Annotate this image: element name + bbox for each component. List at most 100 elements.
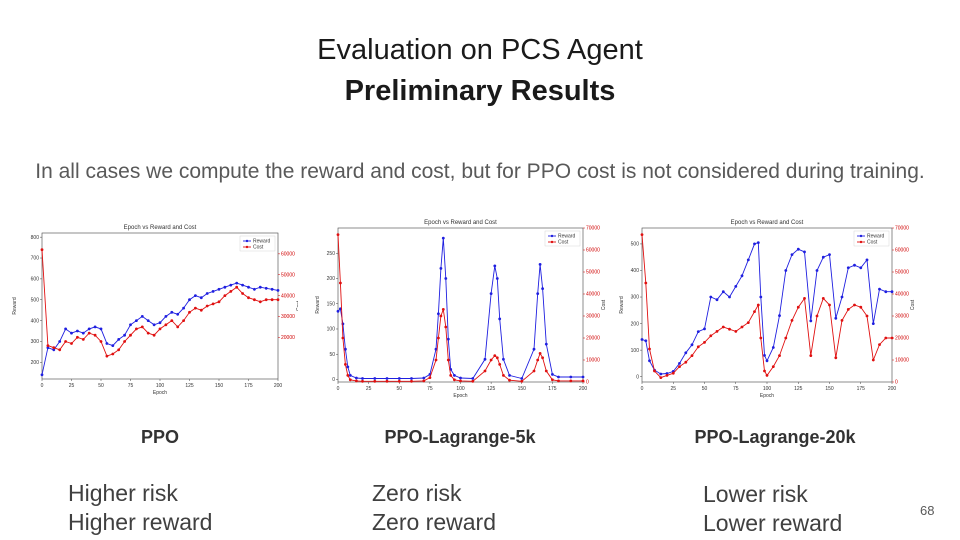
data-point-cost: [58, 348, 62, 352]
data-point-cost: [834, 356, 838, 360]
data-point-cost: [765, 374, 769, 377]
data-point-reward: [58, 340, 62, 343]
data-point-reward: [194, 294, 197, 297]
data-point-reward: [763, 354, 766, 357]
data-point-cost: [87, 331, 91, 335]
y-tick-label: 50: [329, 352, 335, 358]
data-point-cost: [753, 310, 756, 313]
data-point-reward: [46, 346, 50, 350]
data-point-reward: [551, 373, 554, 376]
y-tick-label: 200: [327, 276, 336, 282]
data-point-cost: [76, 335, 79, 339]
data-point-cost: [211, 302, 215, 306]
data-point-reward: [803, 250, 806, 254]
y2-tick-label: 60000: [281, 252, 295, 258]
data-point-cost: [170, 319, 174, 322]
data-point-reward: [76, 329, 79, 333]
chart-title: Epoch vs Reward and Cost: [124, 225, 197, 231]
data-point-cost: [449, 374, 453, 377]
data-point-cost: [459, 379, 462, 383]
data-point-cost: [551, 378, 554, 382]
data-point-cost: [439, 314, 443, 318]
data-point-reward: [270, 287, 274, 291]
data-point-reward: [199, 296, 203, 300]
data-point-reward: [135, 319, 138, 322]
y-tick-label: 200: [631, 321, 640, 327]
data-point-cost: [135, 327, 138, 331]
x-tick-label: 125: [487, 386, 496, 392]
panel-desc-ppo-lagrange-20k: Lower risk Lower reward: [703, 480, 842, 538]
data-point-cost: [453, 378, 456, 382]
x-tick-label: 0: [337, 386, 340, 392]
data-point-cost: [569, 379, 573, 383]
data-point-reward: [471, 377, 475, 380]
data-point-reward: [264, 286, 268, 290]
data-point-cost: [690, 354, 694, 357]
x-tick-label: 75: [427, 386, 433, 392]
x-tick-label: 150: [825, 386, 834, 392]
data-point-cost: [703, 341, 706, 344]
data-point-reward: [444, 277, 448, 280]
data-point-cost: [532, 369, 536, 373]
legend-label-cost: Cost: [558, 240, 569, 246]
legend-marker-cost: [550, 240, 554, 244]
data-point-reward: [439, 267, 443, 270]
slide-note: In all cases we compute the reward and c…: [35, 160, 925, 183]
x-tick-label: 50: [98, 383, 104, 389]
data-point-reward: [146, 319, 150, 322]
data-point-cost: [859, 305, 863, 309]
x-tick-label: 125: [185, 383, 194, 389]
x-tick-label: 200: [274, 383, 283, 389]
data-point-reward: [581, 375, 585, 379]
x-tick-label: 175: [857, 386, 866, 392]
data-point-reward: [846, 266, 850, 270]
data-point-cost: [828, 303, 831, 307]
data-point-reward: [815, 269, 819, 272]
data-point-cost: [346, 374, 350, 377]
y2-tick-label: 40000: [586, 292, 600, 298]
legend-marker-reward: [245, 239, 249, 243]
chart-ppo-svg: Epoch vs Reward and Cost 0 25 50 75 100 125 150…: [12, 225, 298, 396]
data-point-cost: [581, 379, 585, 383]
data-point-cost: [217, 300, 221, 304]
data-point-cost: [728, 327, 731, 331]
data-point-reward: [87, 327, 91, 331]
data-point-reward: [498, 317, 502, 321]
data-point-cost: [790, 319, 794, 322]
series-line-reward: [337, 238, 583, 380]
data-point-cost: [740, 325, 744, 329]
data-point-reward: [557, 375, 560, 379]
data-point-reward: [229, 283, 233, 287]
x-tick-label: 0: [41, 383, 44, 389]
y2-tick-label: 50000: [586, 270, 600, 276]
legend-label-reward: Reward: [867, 234, 884, 240]
data-point-cost: [644, 281, 648, 285]
data-point-reward: [678, 362, 681, 365]
data-point-reward: [828, 253, 831, 256]
data-point-reward: [70, 331, 73, 335]
y-tick-label: 100: [327, 327, 336, 333]
data-point-reward: [790, 253, 794, 256]
data-point-cost: [544, 369, 548, 373]
data-point-cost: [520, 379, 524, 383]
data-point-reward: [538, 263, 542, 266]
data-point-reward: [778, 314, 781, 317]
data-point-cost: [784, 336, 788, 340]
data-point-reward: [544, 342, 548, 346]
data-point-cost: [264, 298, 268, 302]
data-point-cost: [422, 379, 426, 383]
data-point-reward: [111, 344, 115, 347]
data-point-cost: [223, 294, 227, 297]
data-point-cost: [64, 340, 67, 343]
x-tick-label: 200: [888, 386, 897, 392]
data-point-cost: [878, 343, 881, 346]
slide-subtitle: Preliminary Results: [344, 75, 616, 107]
data-point-cost: [846, 308, 850, 311]
data-point-cost: [336, 233, 340, 236]
data-point-cost: [734, 330, 738, 333]
data-point-cost: [746, 321, 750, 324]
data-point-cost: [756, 303, 760, 307]
data-point-reward: [223, 285, 227, 289]
x-axis-label: Epoch: [153, 390, 167, 396]
series-line-cost: [337, 234, 583, 382]
